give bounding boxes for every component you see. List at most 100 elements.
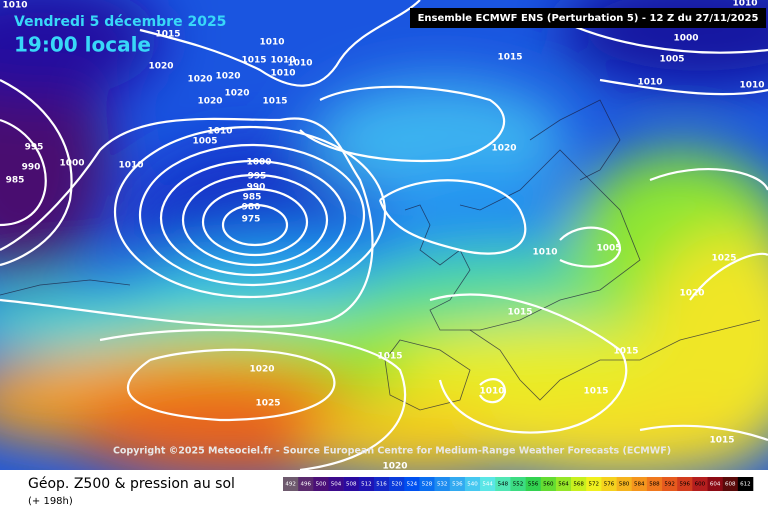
isobar-label: 1010	[270, 56, 295, 66]
isobar-label: 995	[25, 143, 44, 153]
isobar-label: 1000	[59, 159, 84, 169]
scale-label: 600	[695, 482, 706, 488]
scale-label: 568	[573, 482, 584, 488]
scale-swatch	[434, 477, 451, 491]
isobar-label: 985	[243, 193, 262, 203]
isobar-label: 980	[242, 203, 261, 213]
coastlines	[0, 99, 761, 411]
isobar-label: 1025	[711, 254, 736, 264]
scale-swatch	[313, 477, 329, 491]
scale-swatch	[646, 477, 663, 491]
isobar-label: 1010	[732, 0, 757, 9]
scale-label: 508	[346, 482, 357, 488]
isobar-label: 1020	[187, 75, 212, 85]
scale-swatch	[555, 477, 572, 491]
scale-swatch	[480, 477, 496, 491]
isobar-label: 1015	[155, 30, 180, 40]
scale-swatch	[540, 477, 557, 491]
scale-swatch	[298, 477, 314, 491]
isobar-label: 985	[6, 176, 25, 186]
scale-label: 564	[558, 482, 569, 488]
scale-label: 532	[437, 482, 448, 488]
scale-label: 556	[528, 482, 539, 488]
isobar-label: 1010	[270, 69, 295, 79]
scale-swatch	[389, 477, 405, 491]
copyright: Copyright ©2025 Meteociel.fr - Source Eu…	[113, 446, 671, 457]
model-info: Ensemble ECMWF ENS (Perturbation 5) - 12…	[418, 13, 759, 24]
scale-label: 592	[664, 482, 675, 488]
isobar-label: 1005	[596, 244, 621, 254]
scale-label: 512	[361, 482, 372, 488]
scale-label: 572	[589, 482, 600, 488]
scale-swatch	[343, 477, 360, 491]
isobar-label: 1005	[659, 55, 684, 65]
scale-swatch	[449, 477, 466, 491]
isobar-label: 1020	[224, 89, 249, 99]
isobar-label: 1000	[246, 158, 271, 168]
scale-label: 536	[452, 482, 463, 488]
footer-title: Géop. Z500 & pression au sol	[28, 476, 235, 492]
scale-swatch	[373, 477, 390, 491]
scale-swatch	[495, 477, 511, 491]
scale-label: 528	[422, 482, 433, 488]
isobar-label: 1020	[382, 462, 407, 472]
isobar-label: 1010	[479, 387, 504, 397]
isobar-label: 1015	[262, 97, 287, 107]
scale-label: 504	[331, 482, 342, 488]
scale-label: 524	[407, 482, 418, 488]
scale-swatch	[601, 477, 617, 491]
scale-label: 604	[710, 482, 721, 488]
scale-label: 540	[467, 482, 478, 488]
scale-swatch	[404, 477, 420, 491]
isobar-label: 1010	[207, 127, 232, 137]
isobar-label: 1020	[679, 289, 704, 299]
isobar-label: 1010	[637, 78, 662, 88]
isobar-label: 1010	[259, 38, 284, 48]
isobar-label: 1010	[118, 161, 143, 171]
scale-label: 496	[300, 482, 311, 488]
color-scale: 492 496 500 504 508 512 516 520 524 528 532 536 540 5…	[283, 477, 754, 491]
isobar-label: 1020	[215, 72, 240, 82]
scale-swatch	[571, 477, 587, 491]
lead-time: (+ 198h)	[28, 496, 73, 507]
scale-swatch	[358, 477, 375, 491]
scale-label: 588	[649, 482, 660, 488]
scale-swatch	[737, 477, 754, 491]
model-box	[410, 8, 766, 28]
isobar-label: 1010	[739, 81, 764, 91]
isobar-label: 1015	[497, 53, 522, 63]
scale-label: 492	[285, 482, 296, 488]
scale-swatch	[464, 477, 481, 491]
scale-swatch	[510, 477, 526, 491]
scale-label: 608	[725, 482, 736, 488]
scale-swatch	[722, 477, 739, 491]
isobar-label: 1000	[673, 34, 698, 44]
isobar-label: 1015	[377, 352, 402, 362]
isobar-label: 1020	[491, 144, 516, 154]
scale-label: 584	[634, 482, 645, 488]
scale-swatch	[419, 477, 435, 491]
scale-label: 612	[740, 482, 751, 488]
scale-swatch	[631, 477, 648, 491]
scale-label: 560	[543, 482, 554, 488]
isobars	[0, 0, 768, 470]
time-title: 19:00 locale	[14, 33, 151, 57]
scale-label: 500	[316, 482, 327, 488]
scale-swatch	[283, 477, 299, 491]
isobar-label: 1015	[583, 387, 608, 397]
isobar-label: 990	[22, 163, 41, 173]
isobar-label: 1020	[197, 97, 222, 107]
isobar-label: 1015	[709, 436, 734, 446]
isobar-label: 975	[242, 215, 261, 225]
scale-swatch	[692, 477, 708, 491]
isobar-label: 1020	[249, 365, 274, 375]
scale-swatch	[586, 477, 602, 491]
isobar-label: 1010	[287, 59, 312, 69]
scale-swatch	[616, 477, 633, 491]
scale-swatch	[328, 477, 344, 491]
isobar-label: 1015	[613, 347, 638, 357]
isobar-label: 995	[248, 172, 267, 182]
isobar-label: 1025	[255, 399, 280, 409]
